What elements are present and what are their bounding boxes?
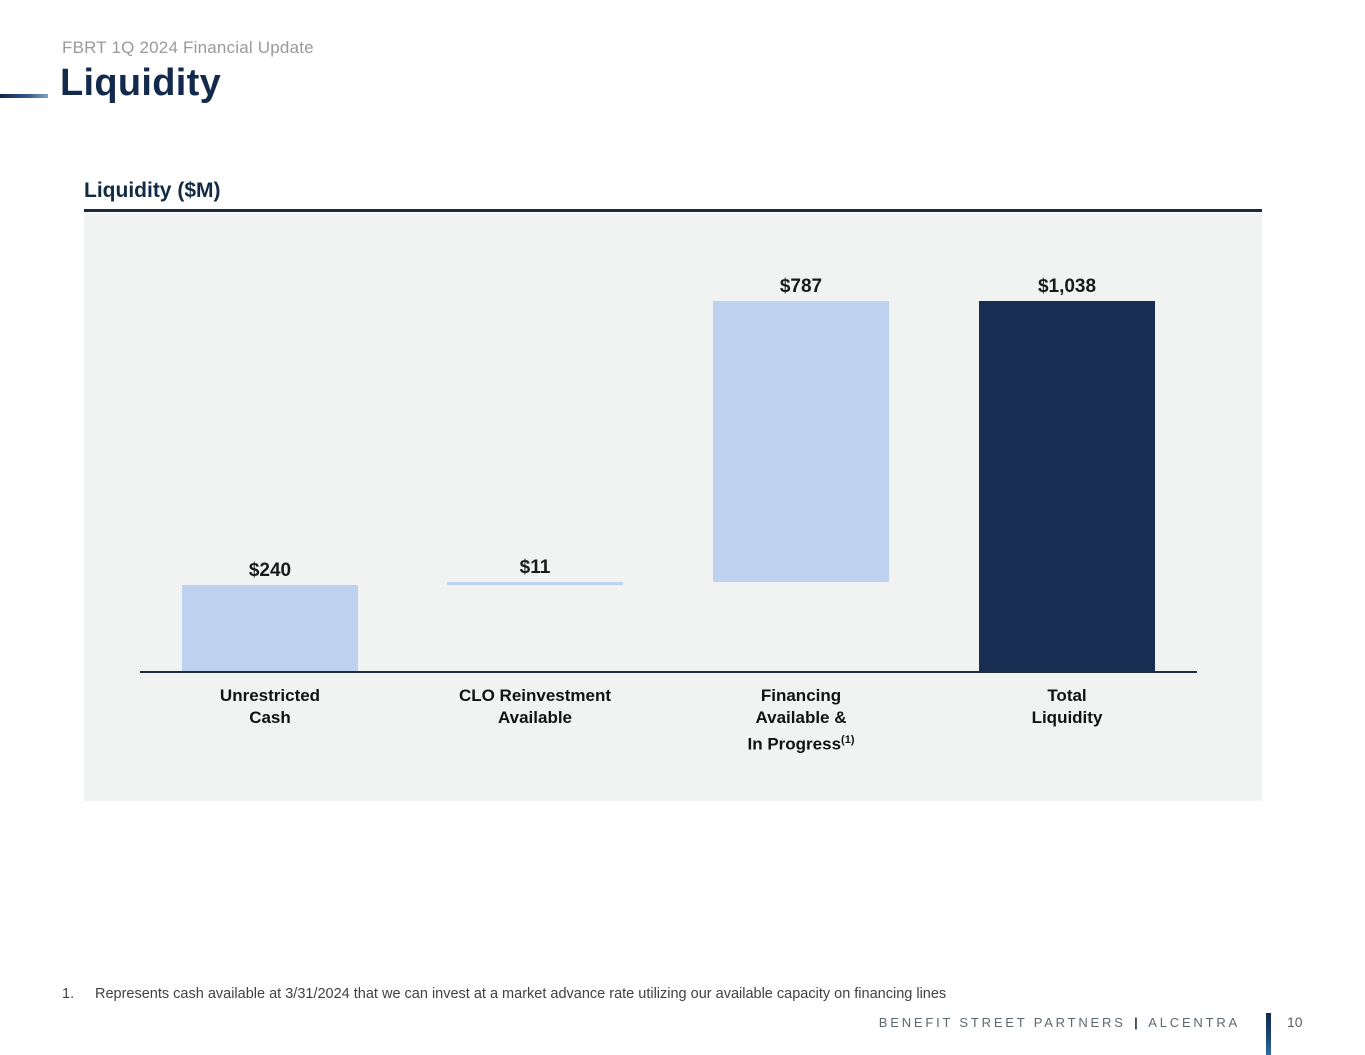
footer-brand-right: ALCENTRA bbox=[1148, 1015, 1240, 1030]
chart-bar-3 bbox=[713, 300, 889, 582]
footnote-text: Represents cash available at 3/31/2024 t… bbox=[95, 986, 947, 1002]
page-number: 10 bbox=[1287, 1014, 1303, 1030]
footnote: 1. Represents cash available at 3/31/2024… bbox=[62, 986, 1212, 1002]
footer-brand: BENEFIT STREET PARTNERS | ALCENTRA bbox=[879, 1015, 1240, 1030]
chart-bar-4 bbox=[979, 300, 1155, 671]
x-axis-baseline bbox=[140, 671, 1197, 673]
bar-category-label-3: Financing Available & In Progress(1) bbox=[747, 686, 855, 754]
footnote-number: 1. bbox=[62, 986, 75, 1002]
title-accent-line bbox=[0, 94, 48, 98]
footer-accent-bar bbox=[1266, 1013, 1271, 1055]
report-eyebrow: FBRT 1Q 2024 Financial Update bbox=[62, 38, 314, 57]
page-title: Liquidity bbox=[60, 62, 222, 104]
footer-brand-separator: | bbox=[1134, 1015, 1141, 1030]
chart-title: Liquidity ($M) bbox=[84, 179, 221, 202]
bar-value-label-4: $1,038 bbox=[1037, 275, 1097, 297]
footer-brand-left: BENEFIT STREET PARTNERS bbox=[878, 1015, 1126, 1030]
bar-category-label-2: CLO Reinvestment Available bbox=[458, 686, 612, 727]
chart-title-rule bbox=[84, 209, 1262, 212]
bar-value-label-1: $240 bbox=[248, 560, 292, 582]
bar-value-label-2: $11 bbox=[519, 556, 551, 578]
bar-category-label-4: Total Liquidity bbox=[1031, 686, 1103, 727]
bar-value-label-3: $787 bbox=[779, 275, 823, 297]
footnote-marker: (1) bbox=[841, 734, 855, 746]
chart-bar-2 bbox=[447, 581, 623, 586]
bar-category-label-1: Unrestricted Cash bbox=[219, 686, 321, 727]
liquidity-waterfall-chart: $240 Unrestricted Cash $11 CLO Reinvestment A… bbox=[84, 213, 1262, 801]
chart-bar-1 bbox=[182, 585, 358, 671]
